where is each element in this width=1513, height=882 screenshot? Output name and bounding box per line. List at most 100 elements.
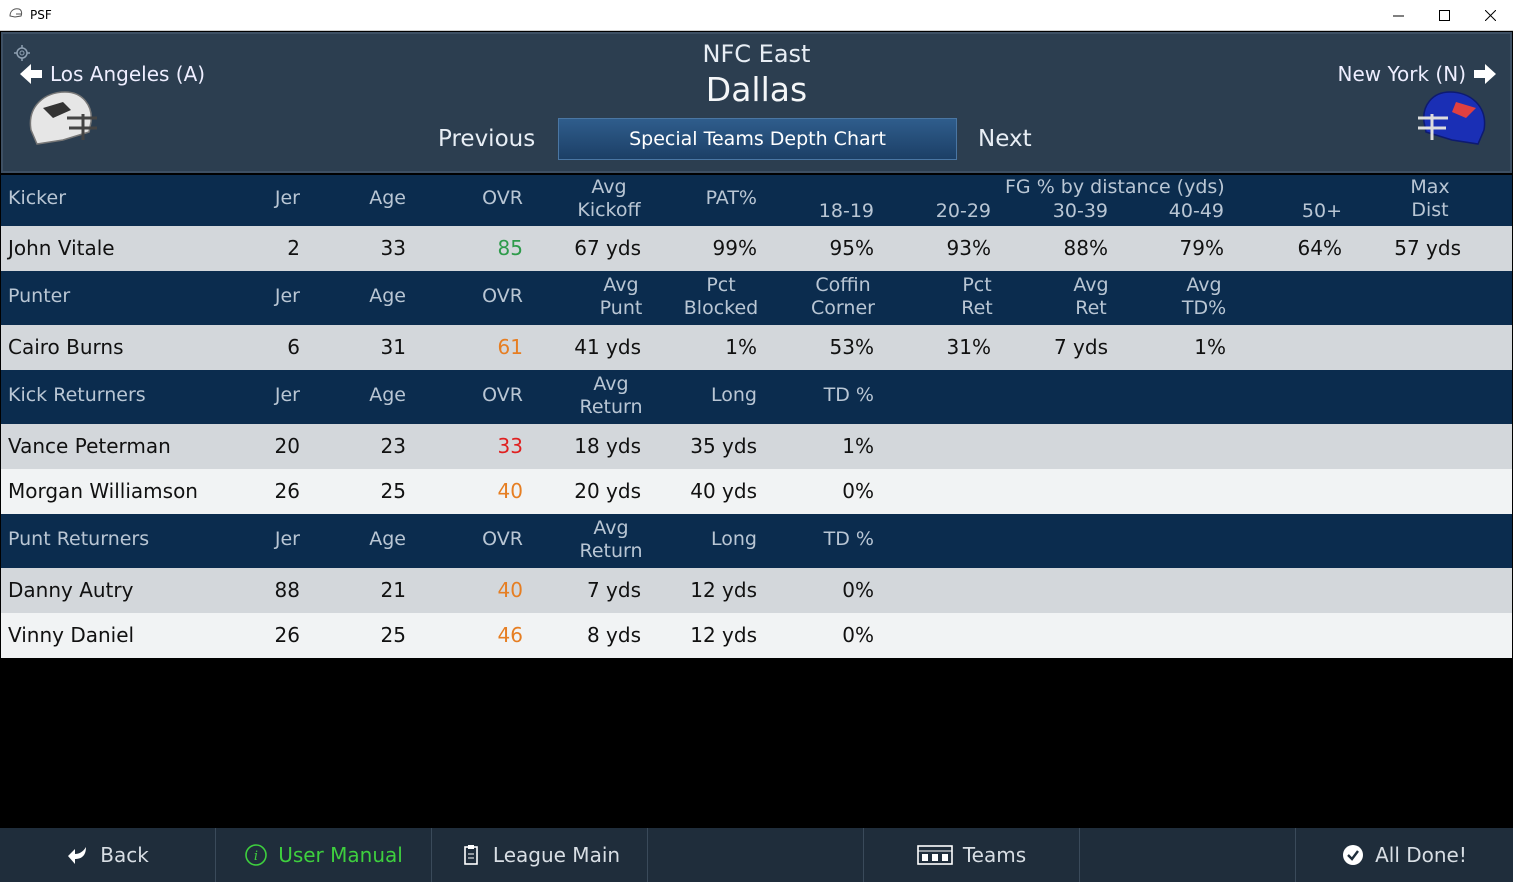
minimize-button[interactable]: [1375, 0, 1421, 30]
age: 25: [380, 479, 406, 503]
kick-returners-header: Kick Returners: [8, 384, 146, 406]
clipboard-icon: [464, 845, 478, 865]
jersey: 88: [274, 578, 300, 602]
ovr-rating: 40: [497, 578, 523, 602]
max-dist: 57 yds: [1394, 236, 1461, 260]
fg-20-29: 93%: [946, 236, 991, 260]
ovr-header: OVR: [482, 528, 523, 550]
jersey: 6: [287, 335, 300, 359]
league-main-button[interactable]: League Main: [432, 828, 648, 882]
maximize-button[interactable]: [1421, 0, 1467, 30]
punter-row[interactable]: Cairo Burns 6 31 61 41 yds 1% 53% 31% 7 …: [1, 325, 1512, 370]
jersey: 26: [274, 623, 300, 647]
window-titlebar: PSF: [0, 0, 1513, 31]
next-team-link[interactable]: New York (N): [1337, 62, 1498, 86]
avg-return: 7 yds: [586, 578, 641, 602]
pat-header: PAT%: [705, 187, 757, 209]
long-header: Long: [711, 528, 757, 550]
age-header: Age: [369, 285, 406, 307]
pct-blocked: 1%: [725, 335, 757, 359]
ovr-rating: 33: [497, 434, 523, 458]
teams-icon: [917, 845, 953, 865]
footer-empty-slot: [648, 828, 864, 882]
max-dist-header: Max Dist: [1410, 176, 1450, 221]
jersey: 2: [287, 236, 300, 260]
player-name: Vinny Daniel: [8, 623, 135, 647]
player-name: Danny Autry: [8, 578, 134, 602]
team-title: Dallas: [705, 70, 808, 109]
kick-returners-header-row: Kick Returners Jer Age OVR Avg Return Lon…: [1, 370, 1512, 424]
punter-header: Punter: [8, 285, 71, 307]
kicker-header-row: Kicker Jer Age OVR Avg Kickoff PAT% FG % …: [1, 175, 1512, 226]
pct-ret-header: Pct Ret: [961, 274, 993, 319]
arrow-left-icon: [20, 64, 42, 84]
fg-20-29-header: 20-29: [935, 200, 991, 222]
helmet-icon-new-york: [1418, 91, 1486, 145]
punt-returner-row[interactable]: Danny Autry 88 21 40 7 yds 12 yds 0%: [1, 568, 1512, 613]
coffin-corner: 53%: [829, 335, 874, 359]
ovr-rating: 46: [497, 623, 523, 647]
fg-18-19: 95%: [829, 236, 874, 260]
user-manual-label: User Manual: [278, 843, 403, 867]
back-label: Back: [100, 843, 149, 867]
checkmark-icon: [1343, 845, 1364, 865]
user-manual-button[interactable]: i User Manual: [216, 828, 432, 882]
fg-30-39: 88%: [1063, 236, 1108, 260]
arrow-right-icon: [1474, 64, 1496, 84]
kick-returner-row[interactable]: Morgan Williamson 26 25 40 20 yds 40 yds…: [1, 469, 1512, 514]
avg-return-header: Avg Return: [579, 373, 643, 418]
depth-chart-table: Kicker Jer Age OVR Avg Kickoff PAT% FG % …: [1, 175, 1512, 658]
jer-header: Jer: [274, 528, 300, 550]
punter-header-row: Punter Jer Age OVR Avg Punt Pct Blocked Co…: [1, 271, 1512, 325]
back-arrow-icon: [68, 847, 87, 864]
previous-link[interactable]: Previous: [438, 126, 536, 152]
kick-returner-row[interactable]: Vance Peterman 20 23 33 18 yds 35 yds 1%: [1, 424, 1512, 469]
footer-empty-slot: [1080, 828, 1296, 882]
helmet-icon-los-angeles: [29, 91, 97, 145]
coffin-corner-header: Coffin Corner: [811, 274, 875, 319]
all-done-button[interactable]: All Done!: [1296, 828, 1512, 882]
app-helmet-icon: [9, 8, 23, 18]
long-header: Long: [711, 384, 757, 406]
next-team-label: New York (N): [1337, 62, 1466, 86]
kicker-row[interactable]: John Vitale 2 33 85 67 yds 99% 95% 93% 8…: [1, 226, 1512, 271]
td-pct: 0%: [842, 578, 874, 602]
back-button[interactable]: Back: [0, 828, 216, 882]
age: 33: [380, 236, 406, 260]
avg-kickoff-header: Avg Kickoff: [577, 176, 641, 221]
td-pct: 1%: [842, 434, 874, 458]
kicker-header: Kicker: [8, 187, 67, 209]
punt-returner-row[interactable]: Vinny Daniel 26 25 46 8 yds 12 yds 0%: [1, 613, 1512, 658]
player-name: Cairo Burns: [8, 335, 124, 359]
avg-ret-header: Avg Ret: [1073, 274, 1109, 319]
long: 12 yds: [690, 623, 757, 647]
age-header: Age: [369, 384, 406, 406]
player-name: Vance Peterman: [8, 434, 171, 458]
pat-pct: 99%: [712, 236, 757, 260]
long: 40 yds: [690, 479, 757, 503]
window-title: PSF: [30, 8, 52, 22]
fg-40-49-header: 40-49: [1168, 200, 1224, 222]
avg-ret: 7 yds: [1053, 335, 1108, 359]
age-header: Age: [369, 528, 406, 550]
jersey: 26: [274, 479, 300, 503]
jer-header: Jer: [274, 187, 300, 209]
depth-chart-selector[interactable]: Special Teams Depth Chart: [558, 118, 957, 160]
avg-return: 8 yds: [586, 623, 641, 647]
all-done-label: All Done!: [1375, 843, 1467, 867]
ovr-header: OVR: [482, 187, 523, 209]
ovr-header: OVR: [482, 384, 523, 406]
avg-return: 20 yds: [574, 479, 641, 503]
previous-team-link[interactable]: Los Angeles (A): [18, 62, 205, 86]
division-title: NFC East: [702, 40, 811, 68]
avg-kickoff: 67 yds: [574, 236, 641, 260]
age: 21: [380, 578, 406, 602]
teams-button[interactable]: Teams: [864, 828, 1080, 882]
age: 31: [380, 335, 406, 359]
league-main-label: League Main: [492, 843, 621, 867]
close-icon: [1484, 9, 1496, 21]
close-button[interactable]: [1467, 0, 1513, 30]
next-link[interactable]: Next: [978, 126, 1032, 152]
gear-icon[interactable]: [13, 44, 31, 62]
punt-returners-header-row: Punt Returners Jer Age OVR Avg Return Lon…: [1, 514, 1512, 568]
